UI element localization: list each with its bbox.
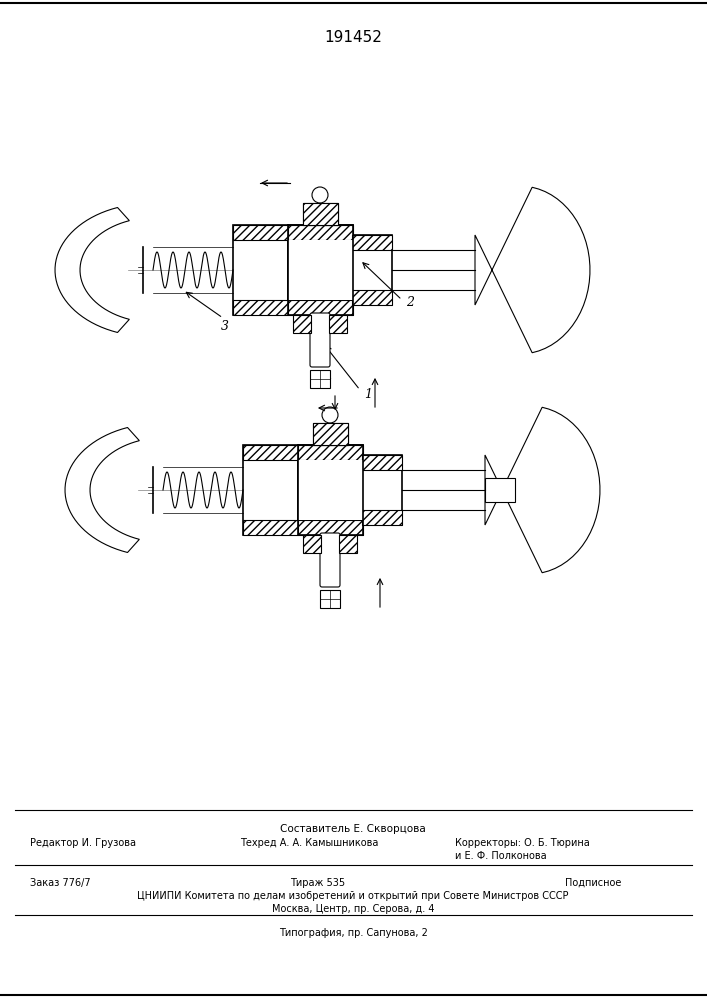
- Bar: [243, 445, 298, 460]
- Text: 1: 1: [364, 388, 372, 401]
- Bar: [303, 203, 338, 225]
- Text: Типография, пр. Сапунова, 2: Типография, пр. Сапунова, 2: [279, 928, 428, 938]
- Bar: [313, 423, 348, 445]
- Bar: [288, 225, 353, 315]
- Text: ЦНИИПИ Комитета по делам изобретений и открытий при Совете Министров СССР: ЦНИИПИ Комитета по делам изобретений и о…: [137, 891, 568, 901]
- Bar: [339, 535, 357, 553]
- Bar: [485, 478, 515, 502]
- Bar: [352, 235, 392, 250]
- Bar: [329, 315, 347, 333]
- Bar: [303, 535, 321, 553]
- Text: 3: 3: [221, 320, 229, 332]
- Bar: [298, 445, 363, 535]
- Bar: [288, 225, 353, 315]
- Bar: [362, 455, 402, 525]
- Bar: [288, 240, 353, 300]
- Bar: [243, 520, 298, 535]
- Bar: [362, 455, 402, 470]
- Bar: [288, 300, 353, 315]
- Text: Тираж 535: Тираж 535: [290, 878, 345, 888]
- Bar: [362, 510, 402, 525]
- Bar: [233, 225, 288, 315]
- Bar: [320, 590, 340, 608]
- Text: 191452: 191452: [324, 29, 382, 44]
- Bar: [303, 203, 338, 225]
- Text: Заказ 776/7: Заказ 776/7: [30, 878, 90, 888]
- Bar: [293, 315, 311, 333]
- Text: Корректоры: О. Б. Тюрина: Корректоры: О. Б. Тюрина: [455, 838, 590, 848]
- FancyBboxPatch shape: [320, 533, 340, 587]
- Bar: [298, 445, 363, 535]
- Bar: [352, 235, 392, 305]
- Text: Москва, Центр, пр. Серова, д. 4: Москва, Центр, пр. Серова, д. 4: [271, 904, 434, 914]
- Text: Составитель Е. Скворцова: Составитель Е. Скворцова: [280, 824, 426, 834]
- Bar: [352, 290, 392, 305]
- FancyBboxPatch shape: [310, 313, 330, 367]
- Text: Подписное: Подписное: [565, 878, 621, 888]
- Text: α: α: [323, 375, 332, 388]
- Text: Техред А. А. Камышникова: Техред А. А. Камышникова: [240, 838, 378, 848]
- Text: и Е. Ф. Полконова: и Е. Ф. Полконова: [455, 851, 547, 861]
- Text: 2: 2: [406, 296, 414, 310]
- Bar: [288, 225, 353, 240]
- Bar: [298, 445, 363, 460]
- Bar: [233, 300, 288, 315]
- Bar: [243, 445, 298, 535]
- Bar: [310, 370, 330, 388]
- Bar: [298, 520, 363, 535]
- Bar: [298, 460, 363, 520]
- Bar: [233, 225, 288, 240]
- Text: Редактор И. Грузова: Редактор И. Грузова: [30, 838, 136, 848]
- Bar: [313, 423, 348, 445]
